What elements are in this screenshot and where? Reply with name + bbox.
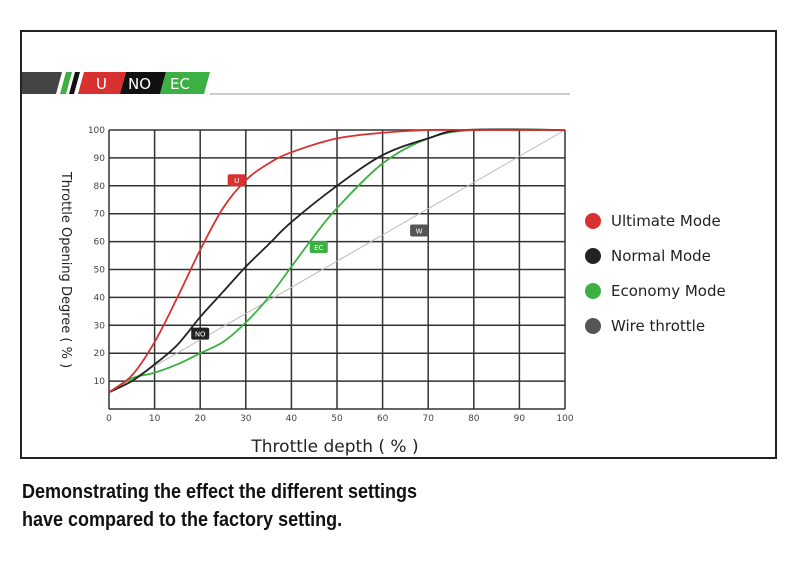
legend-item: Wire throttle: [585, 317, 705, 335]
series-line-u: [108, 128, 565, 393]
logo-no: NO: [128, 75, 151, 93]
x-tick-label: 20: [194, 414, 206, 424]
series-tag-ec: [309, 241, 328, 254]
series-line-w: [108, 129, 566, 393]
legend-marker-icon: [585, 283, 601, 299]
legend-item: Normal Mode: [585, 247, 711, 265]
series-tag-w: [410, 224, 429, 237]
y-tick-label: 70: [94, 210, 106, 220]
legend-marker-icon: [585, 213, 601, 229]
series-line-no: [108, 128, 566, 394]
caption-line-2: have compared to the factory setting.: [22, 509, 343, 531]
caption-line-1: Demonstrating the effect the different s…: [22, 481, 418, 503]
x-tick-label: 60: [377, 414, 389, 424]
x-tick-label: 0: [106, 414, 112, 424]
x-tick-label: 100: [556, 414, 573, 424]
series-tag-text: EC: [314, 244, 323, 252]
legend-label: Normal Mode: [611, 247, 711, 265]
y-tick-label: 10: [94, 377, 106, 387]
series-tag-no: [191, 327, 210, 340]
y-tick-label: 80: [94, 182, 106, 192]
y-tick-label: 60: [94, 238, 106, 248]
x-tick-label: 10: [149, 414, 161, 424]
chart-frame: [20, 30, 777, 459]
legend-marker-icon: [585, 318, 601, 334]
y-tick-label: 20: [94, 349, 106, 359]
x-tick-label: 70: [422, 414, 434, 424]
legend-label: Wire throttle: [611, 317, 706, 335]
y-tick-label: 100: [88, 126, 105, 136]
legend-item: Economy Mode: [585, 282, 726, 300]
legend-label: Economy Mode: [611, 282, 726, 300]
series-tag-text: NO: [195, 331, 206, 339]
x-tick-label: 50: [331, 414, 343, 424]
logo-u: U: [96, 75, 107, 93]
x-tick-label: 40: [286, 414, 298, 424]
x-axis-label: Throttle depth ( % ): [250, 437, 418, 457]
y-tick-label: 50: [94, 266, 106, 276]
x-tick-label: 80: [468, 414, 480, 424]
caption: Demonstrating the effect the different s…: [22, 478, 417, 534]
logo-ec: EC: [170, 75, 190, 93]
y-tick-label: 40: [94, 293, 106, 303]
x-tick-label: 90: [514, 414, 526, 424]
logo-underline: [210, 93, 570, 95]
legend-item: Ultimate Mode: [585, 212, 721, 230]
legend-label: Ultimate Mode: [611, 212, 721, 230]
y-axis-label: Throttle Opening Degree ( % ): [58, 171, 73, 368]
y-tick-label: 90: [94, 154, 106, 164]
series-tag-text: W: [416, 227, 423, 235]
series-tag-text: U: [234, 177, 239, 185]
y-tick-label: 30: [94, 321, 106, 331]
series-tag-u: [227, 174, 246, 187]
legend-marker-icon: [585, 248, 601, 264]
x-tick-label: 30: [240, 414, 252, 424]
logo: U NO EC: [22, 72, 210, 94]
chart: W EC NO U 0 10 20 30 40 50 60 70 80 90 100 10 20 30 40 50 60…: [58, 126, 574, 457]
